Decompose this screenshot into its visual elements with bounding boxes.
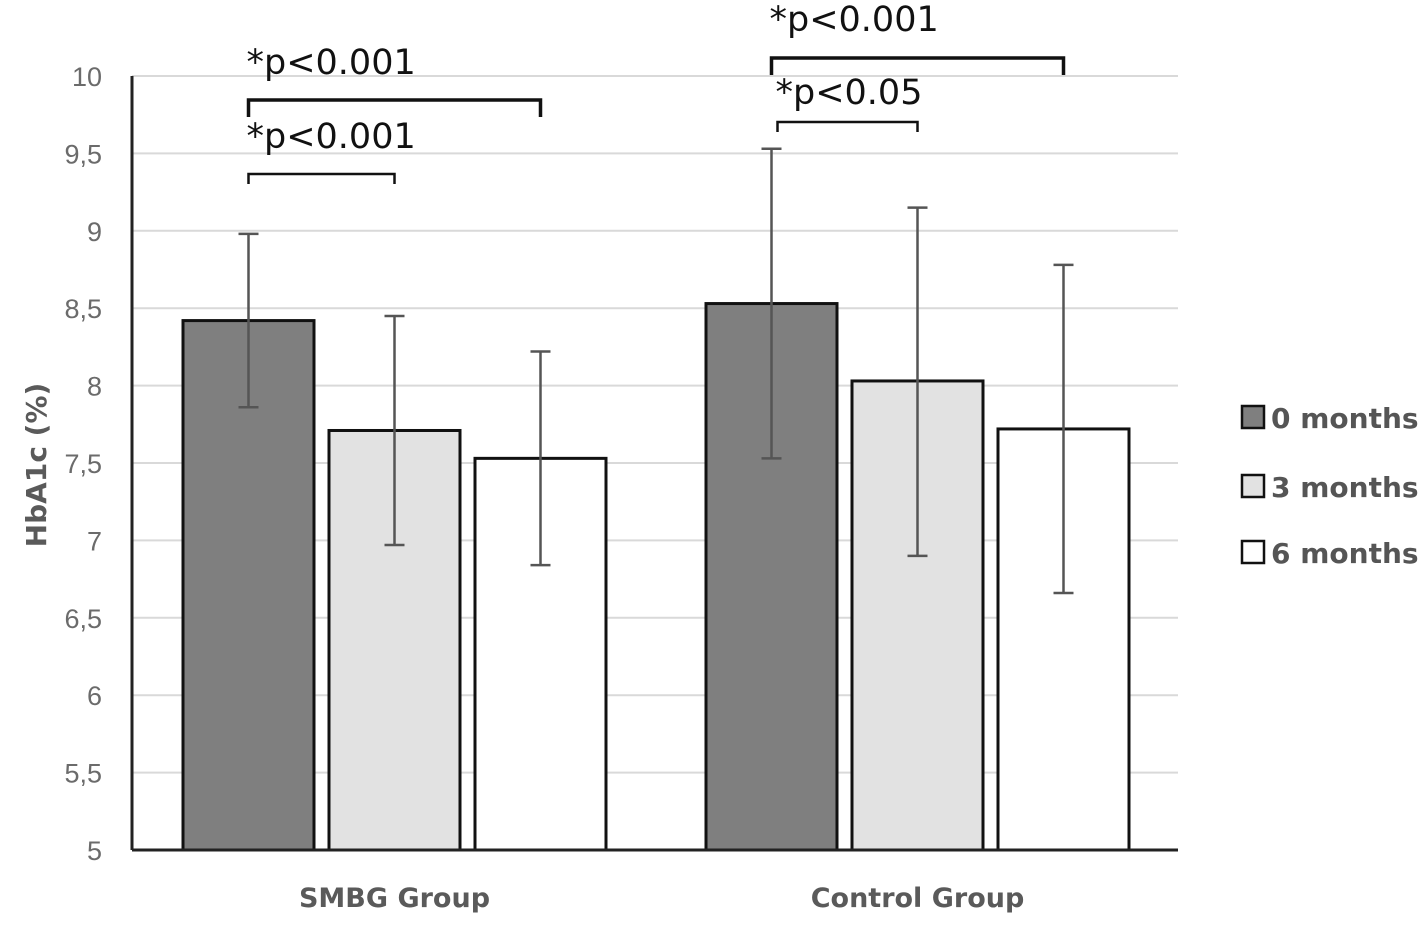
- y-tick-label: 8: [87, 372, 102, 402]
- legend-label: 0 months: [1271, 402, 1418, 435]
- y-tick-label: 7,5: [64, 449, 102, 479]
- significance-label: *p<0.001: [770, 0, 939, 40]
- significance-label: *p<0.05: [776, 73, 923, 113]
- y-tick-label: 7: [87, 526, 102, 556]
- x-category-label: SMBG Group: [299, 883, 490, 914]
- significance-bracket: [247, 172, 396, 184]
- significance-label: *p<0.001: [247, 117, 416, 157]
- y-tick-label: 10: [72, 62, 102, 92]
- legend-swatch: [1240, 539, 1266, 565]
- y-tick-label: 5,5: [64, 759, 102, 789]
- y-tick-label: 9: [87, 217, 102, 247]
- significance-label: *p<0.001: [247, 43, 416, 83]
- legend-label: 3 months: [1271, 471, 1418, 504]
- y-tick-label: 8,5: [64, 294, 102, 324]
- legend-label: 6 months: [1271, 537, 1418, 570]
- significance-bracket: [769, 56, 1066, 75]
- significance-bracket: [776, 120, 919, 132]
- significance-annotations: *p<0.001 *p<0.001 *p<0.001 *p<0.05: [246, 0, 1066, 184]
- x-category-label: Control Group: [811, 883, 1025, 914]
- y-tick-label: 6: [87, 681, 102, 711]
- y-tick-label: 6,5: [64, 604, 102, 634]
- y-tick-label: 9,5: [64, 139, 102, 169]
- legend-swatch: [1240, 404, 1266, 430]
- error-bars: [238, 147, 1074, 595]
- y-tick-label: 5: [87, 836, 102, 866]
- significance-bracket: [246, 98, 543, 117]
- legend: 0 months 3 months 6 months: [1240, 402, 1418, 570]
- y-axis-title: HbA1c (%): [20, 383, 53, 548]
- axes: 5 5,5 6 6,5 7 7,5 8 8,5 9 9,5 10 SMBG Group Control …: [64, 62, 1178, 914]
- legend-swatch: [1240, 473, 1266, 499]
